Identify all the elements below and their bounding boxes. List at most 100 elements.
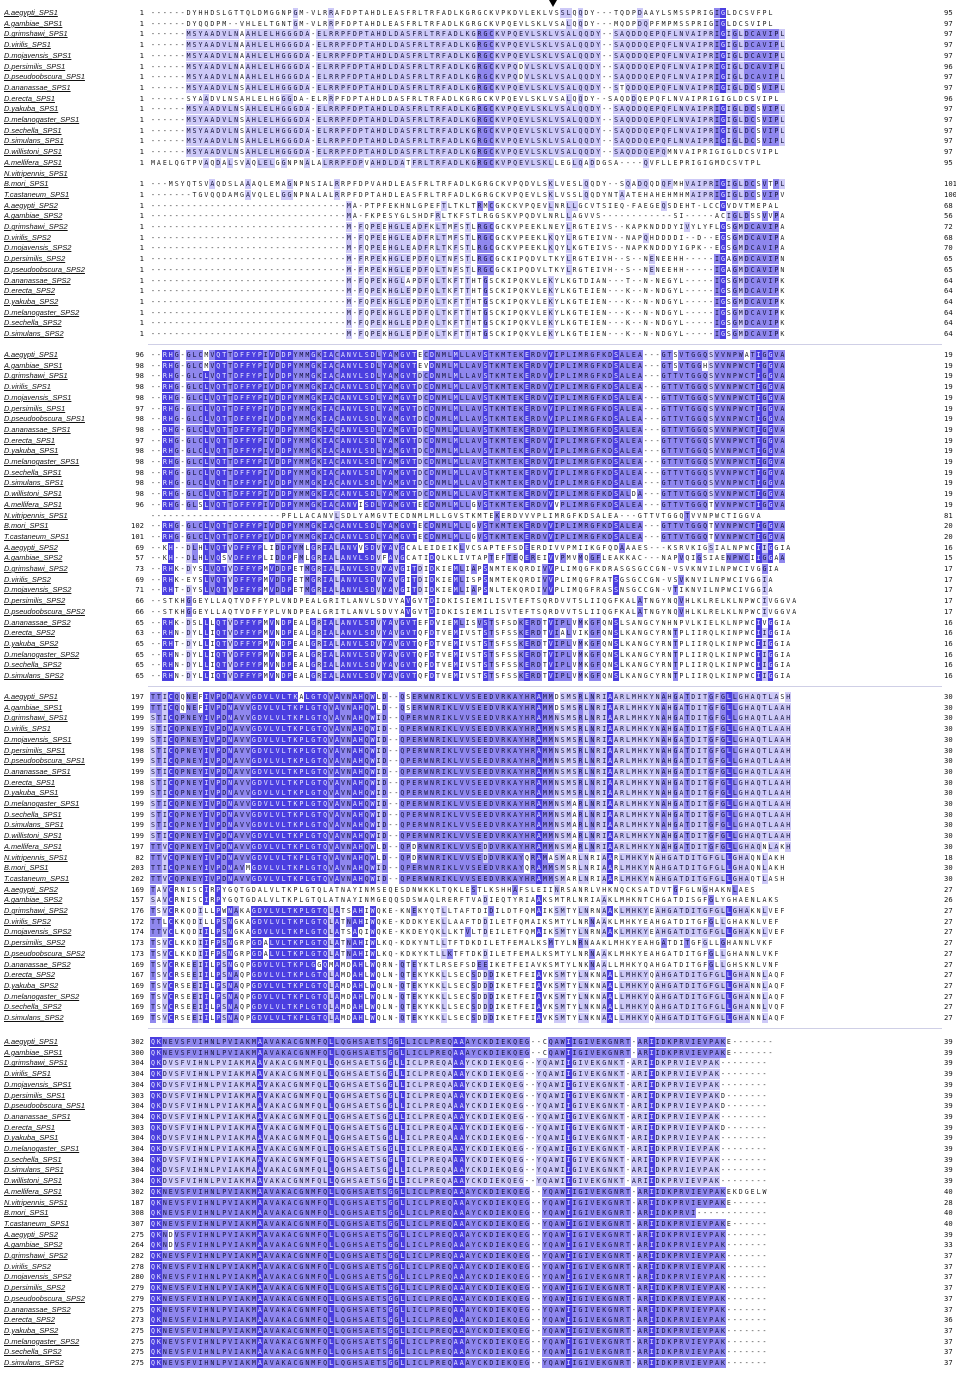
residue: A: [364, 9, 369, 17]
residue: L: [530, 136, 536, 147]
residue: S: [554, 94, 559, 103]
residue: -: [631, 265, 636, 274]
residue: L: [418, 9, 423, 17]
residue: E: [405, 307, 412, 318]
residue: A: [364, 94, 369, 103]
residue: S: [530, 19, 535, 28]
residue: -: [608, 126, 613, 135]
residue: Q: [660, 115, 667, 125]
residue: Y: [554, 276, 559, 285]
residue: Q: [216, 180, 221, 189]
residue: -: [352, 297, 357, 306]
residue: S: [459, 255, 464, 264]
residue: C: [488, 82, 495, 93]
residue: R: [340, 180, 345, 189]
residue: K: [541, 72, 548, 83]
residue: -: [168, 83, 173, 92]
residue: G: [198, 190, 203, 199]
residue: K: [525, 287, 530, 296]
residue: -: [198, 330, 203, 338]
residue: -: [352, 319, 357, 328]
sequence-end-position: [944, 169, 956, 179]
residue: -: [198, 255, 203, 264]
residue: H: [382, 190, 387, 199]
residue: T: [411, 424, 418, 435]
residue: G: [286, 72, 293, 83]
residue: L: [423, 115, 430, 125]
residue: T: [363, 136, 370, 147]
residue: P: [773, 254, 780, 265]
residue: D: [452, 147, 459, 158]
residue: I: [679, 223, 684, 231]
residue: G: [470, 125, 477, 136]
residue: K: [447, 308, 452, 317]
residue: Q: [215, 371, 222, 382]
residue: -: [150, 297, 155, 306]
residue: -: [156, 297, 161, 306]
residue: L: [357, 403, 364, 414]
residue: N: [233, 115, 240, 125]
residue: K: [541, 29, 548, 40]
residue: -: [340, 223, 345, 231]
residue: I: [714, 264, 720, 275]
residue: -: [329, 265, 334, 274]
residue: V: [773, 360, 780, 371]
residue: L: [441, 212, 446, 221]
residue: G: [660, 403, 667, 414]
residue: D: [661, 308, 666, 317]
residue: D: [743, 29, 750, 40]
residue: G: [720, 222, 726, 232]
residue: P: [340, 115, 346, 125]
residue: -: [156, 137, 161, 146]
residue: -: [685, 287, 690, 296]
residue: K: [566, 308, 571, 317]
residue: S: [400, 19, 405, 28]
residue: Y: [197, 82, 204, 93]
residue: H: [471, 308, 476, 317]
residue: A: [636, 414, 643, 425]
residue: D: [452, 61, 459, 72]
residue: -: [162, 73, 167, 82]
residue: L: [256, 115, 263, 125]
sequence-end-position: 19: [944, 392, 953, 402]
residue: Q: [642, 136, 649, 147]
residue: S: [572, 180, 577, 189]
residue: R: [476, 125, 483, 136]
residue: -: [655, 361, 660, 370]
residue: S: [613, 61, 620, 72]
residue: E: [316, 72, 323, 83]
residue: -: [180, 212, 185, 221]
residue: L: [560, 276, 565, 285]
residue: T: [584, 255, 589, 264]
residue: E: [512, 382, 519, 393]
residue: K: [566, 319, 571, 328]
residue: R: [476, 50, 483, 61]
residue: L: [203, 392, 210, 403]
residue: L: [268, 82, 275, 93]
residue: -: [168, 330, 173, 338]
residue: K: [501, 287, 506, 296]
residue: -: [311, 276, 316, 285]
residue: L: [435, 232, 441, 243]
residue: V: [221, 147, 228, 158]
residue: Q: [577, 157, 584, 168]
residue: -: [263, 244, 268, 253]
residue: Q: [577, 125, 584, 136]
residue: Y: [292, 403, 299, 414]
residue: M: [393, 350, 400, 360]
residue: P: [299, 180, 304, 189]
residue: L: [661, 158, 666, 167]
residue: R: [530, 414, 536, 425]
residue: C: [488, 50, 495, 61]
residue: -: [150, 94, 155, 103]
residue: Y: [197, 115, 204, 125]
residue: A: [209, 125, 216, 136]
residue: L: [774, 201, 779, 210]
residue: -: [192, 308, 197, 317]
residue: L: [446, 403, 453, 414]
residue: F: [357, 232, 364, 243]
residue: A: [690, 61, 697, 72]
residue: A: [203, 104, 210, 115]
residue: M: [185, 29, 192, 40]
residue: M: [185, 40, 192, 51]
